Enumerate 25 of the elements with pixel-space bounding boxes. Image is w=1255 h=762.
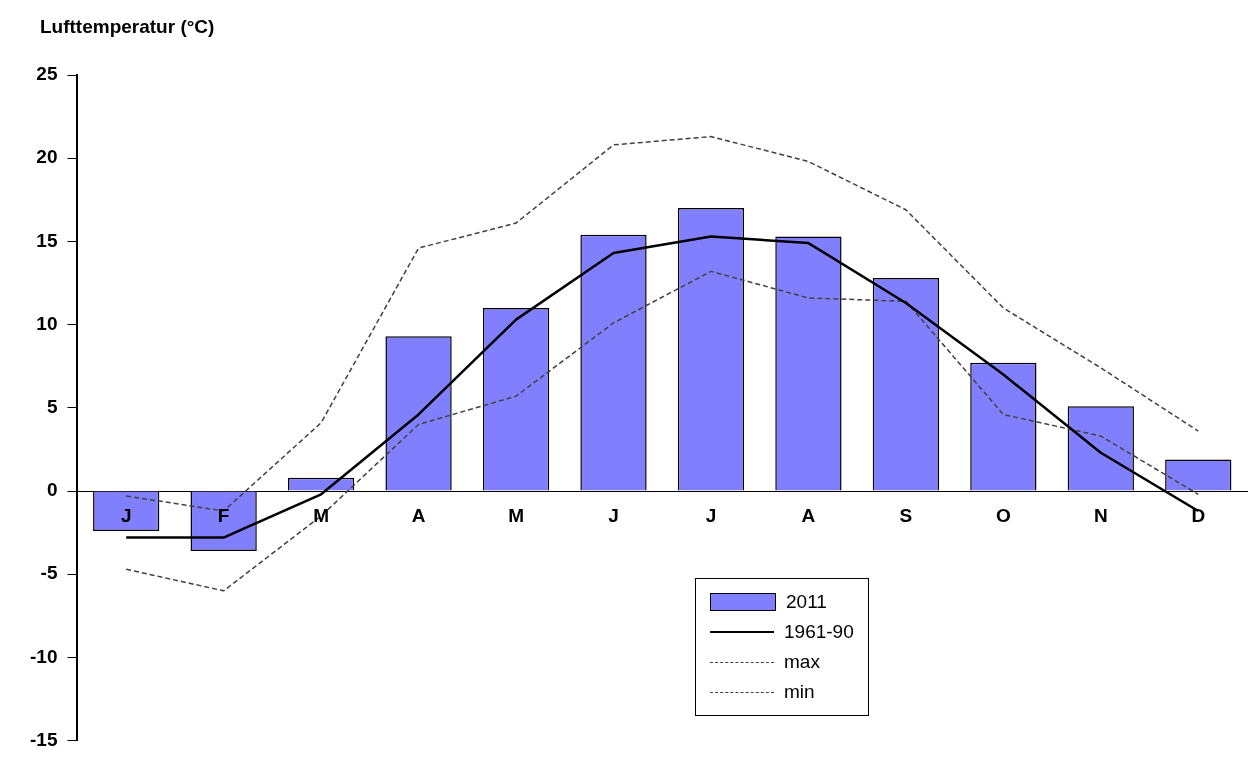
x-tick-label: F [217,504,230,526]
x-tick-label: A [411,504,426,526]
y-tick-label: -15 [29,728,58,750]
y-tick-label: 15 [36,229,58,251]
y-tick-label: 0 [46,479,58,501]
x-tick-label: A [801,504,816,526]
x-tick-label: J [608,504,619,526]
legend-label: max [784,651,820,673]
legend-label: min [784,681,815,703]
y-tick-label: 20 [36,146,58,168]
y-tick-label: 25 [36,63,58,85]
x-tick-label: N [1093,504,1108,526]
x-tick-label: S [899,504,913,526]
y-tick-label: -10 [29,645,58,667]
y-tick-label: 5 [46,396,58,418]
x-tick-label: M [508,504,524,526]
x-tick-label: O [995,504,1011,526]
x-tick-label: J [120,504,132,526]
legend-label: 1961-90 [784,621,854,643]
y-tick-label: -5 [40,562,58,584]
x-tick-label: M [313,504,330,526]
y-axis-title: Lufttemperatur (°C) [40,16,215,38]
x-tick-label: J [705,504,717,526]
legend-label: 2011 [786,591,827,613]
y-tick-label: 10 [36,312,58,334]
